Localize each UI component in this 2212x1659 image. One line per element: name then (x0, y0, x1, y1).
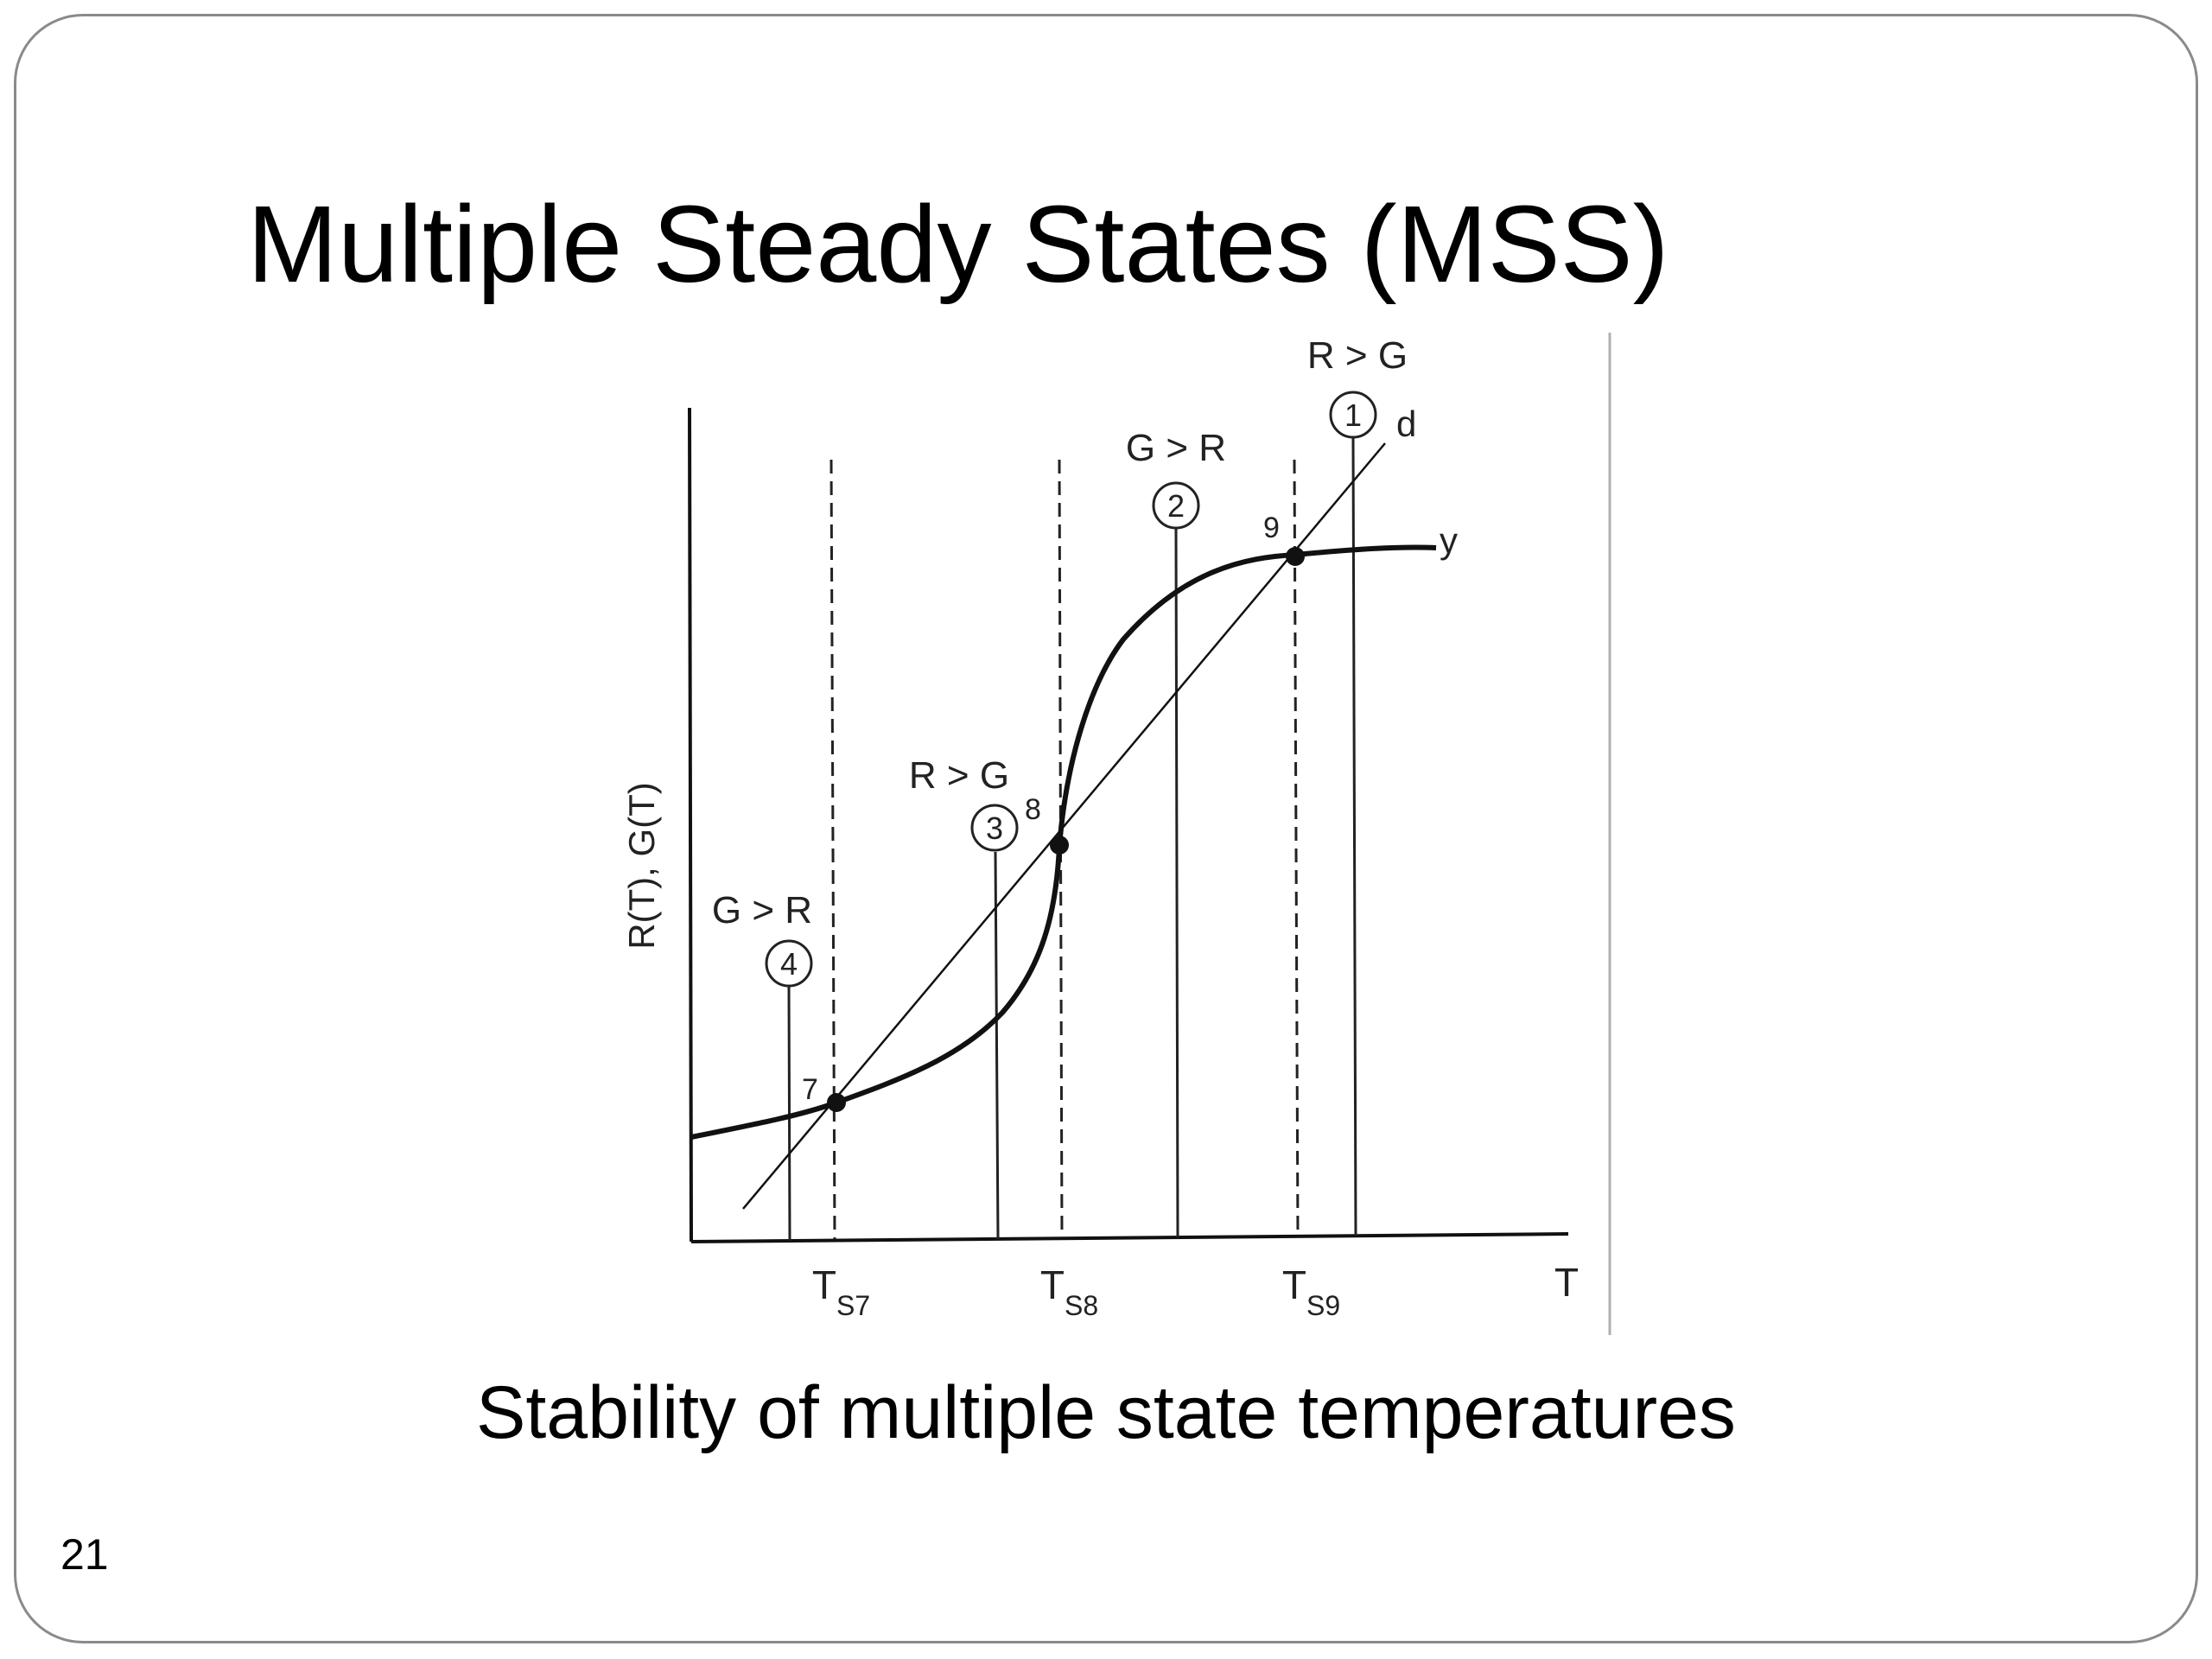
region-number-1: 1 (1344, 397, 1362, 433)
tick-label-ts8: T S8 (1040, 1262, 1098, 1321)
diagram-caption: Stability of multiple state temperatures (476, 1371, 1736, 1454)
region-label-1: R > G (1307, 334, 1408, 377)
slide-number: 21 (60, 1530, 109, 1579)
y-axis-label: R(T), G(T) (621, 782, 662, 950)
line-d (742, 442, 1386, 1210)
probe-line-1 (1351, 437, 1357, 1236)
x-axis (690, 1232, 1569, 1243)
tick-main-ts9: T (1282, 1262, 1306, 1307)
tick-sub-ts8: S8 (1065, 1290, 1098, 1321)
dashed-line-ts7 (830, 459, 836, 1240)
curve-y-label: y (1440, 520, 1458, 561)
probe-line-2 (1174, 528, 1179, 1238)
region-label-2: G > R (1126, 427, 1226, 469)
region-label-4: G > R (712, 889, 812, 931)
tick-sub-ts9: S9 (1306, 1290, 1340, 1321)
steady-state-point-7 (827, 1093, 846, 1112)
x-axis-label: T (1554, 1260, 1579, 1305)
region-number-2: 2 (1167, 488, 1185, 524)
line-d-label: d (1396, 404, 1416, 444)
region-marker-3: 3 (970, 804, 1019, 852)
tick-main-ts8: T (1040, 1262, 1065, 1307)
region-marker-2: 2 (1152, 481, 1200, 530)
tick-sub-ts7: S7 (836, 1290, 870, 1321)
point-label-8: 8 (1025, 793, 1041, 826)
dashed-line-ts9 (1293, 459, 1300, 1236)
point-label-9: 9 (1263, 512, 1280, 544)
tick-label-ts9: T S9 (1282, 1262, 1340, 1321)
steady-state-point-8 (1050, 836, 1069, 855)
tick-label-ts7: T S7 (812, 1262, 870, 1321)
slide-frame (14, 14, 2198, 1643)
probe-line-4 (787, 985, 791, 1242)
slide-title: Multiple Steady States (MSS) (247, 183, 1669, 305)
steady-state-point-9 (1286, 547, 1305, 566)
region-number-3: 3 (986, 810, 1003, 846)
region-marker-4: 4 (765, 939, 813, 988)
region-number-4: 4 (780, 946, 798, 982)
region-label-3: R > G (909, 754, 1009, 797)
probe-line-3 (994, 851, 1000, 1240)
tick-main-ts7: T (812, 1262, 836, 1307)
y-axis (688, 407, 693, 1243)
point-label-7: 7 (802, 1073, 818, 1106)
region-marker-1: 1 (1329, 391, 1377, 439)
